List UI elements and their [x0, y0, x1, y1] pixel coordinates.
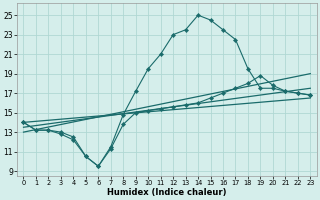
- X-axis label: Humidex (Indice chaleur): Humidex (Indice chaleur): [107, 188, 227, 197]
